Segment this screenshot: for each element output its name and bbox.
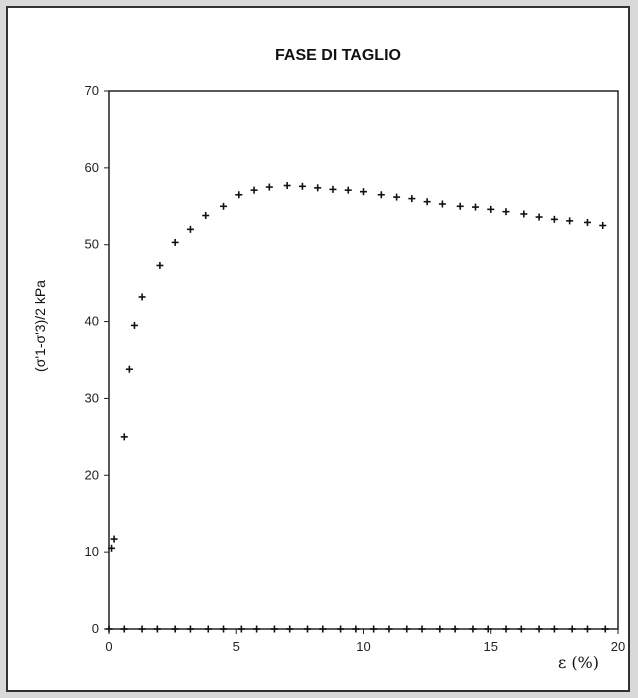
data-point	[125, 365, 133, 373]
data-point	[120, 625, 128, 633]
y-tick-label: 30	[85, 390, 99, 405]
data-point	[319, 625, 327, 633]
data-point	[186, 625, 194, 633]
y-tick-label: 50	[85, 237, 99, 252]
plot-area	[108, 90, 619, 630]
data-point	[487, 205, 495, 213]
data-point	[550, 215, 558, 223]
data-point	[502, 208, 510, 216]
data-point	[186, 225, 194, 233]
data-points	[105, 182, 609, 633]
x-tick-label: 20	[611, 639, 625, 654]
y-axis-ticks: 0 10 20 30 40 50 60 70	[85, 83, 109, 636]
data-point	[517, 625, 525, 633]
data-point	[403, 625, 411, 633]
data-point	[377, 191, 385, 199]
data-point	[535, 625, 543, 633]
data-point	[436, 625, 444, 633]
data-point	[171, 625, 179, 633]
data-point	[484, 625, 492, 633]
data-point	[314, 184, 322, 192]
data-point	[520, 210, 528, 218]
x-axis-ticks: 0 5 10 15 20	[105, 629, 625, 654]
data-point	[438, 200, 446, 208]
data-point	[583, 625, 591, 633]
data-point	[329, 185, 337, 193]
data-point	[451, 625, 459, 633]
data-point	[599, 222, 607, 229]
data-point	[502, 625, 510, 633]
data-point	[566, 217, 574, 225]
data-point	[237, 625, 245, 633]
x-tick-label: 5	[233, 639, 240, 654]
data-point	[270, 625, 278, 633]
data-point	[138, 293, 146, 301]
y-tick-label: 70	[85, 83, 99, 98]
y-tick-label: 40	[85, 314, 99, 329]
data-point	[105, 625, 113, 633]
data-point	[130, 321, 138, 329]
data-point	[138, 625, 146, 633]
chart-title: FASE DI TAGLIO	[275, 47, 401, 64]
data-point	[250, 186, 258, 194]
x-axis-label: ε (%)	[558, 653, 599, 672]
data-point	[171, 238, 179, 246]
data-point	[583, 218, 591, 226]
data-point	[408, 195, 416, 203]
data-point	[469, 625, 477, 633]
data-point	[601, 625, 609, 633]
data-point	[352, 625, 360, 633]
data-point	[456, 202, 464, 210]
data-point	[283, 182, 291, 190]
data-point	[370, 625, 378, 633]
y-tick-label: 10	[85, 544, 99, 559]
y-tick-label: 60	[85, 160, 99, 175]
data-point	[108, 544, 116, 552]
data-point	[153, 625, 161, 633]
data-point	[418, 625, 426, 633]
data-point	[298, 182, 306, 190]
data-point	[220, 625, 228, 633]
data-point	[535, 213, 543, 221]
x-tick-label: 15	[484, 639, 498, 654]
data-point	[220, 202, 228, 210]
data-point	[286, 625, 294, 633]
data-point	[204, 625, 212, 633]
scatter-chart: FASE DI TAGLIO 0 5 10 15 20 010203040506070 …	[32, 47, 625, 672]
data-point	[385, 625, 393, 633]
data-point	[110, 535, 118, 543]
x-tick-label: 10	[356, 639, 370, 654]
y-tick-label: 20	[85, 467, 99, 482]
data-point	[344, 186, 352, 194]
data-point	[304, 625, 312, 633]
chart-frame: FASE DI TAGLIO 0 5 10 15 20 0 10 20 30 40 50 60 70 …	[6, 6, 630, 692]
data-point	[120, 433, 128, 441]
data-point	[202, 212, 210, 220]
data-point	[360, 188, 367, 196]
data-point	[265, 183, 273, 191]
data-point	[550, 625, 558, 633]
data-point	[393, 193, 401, 201]
y-tick-label: 0	[92, 621, 99, 636]
data-point	[253, 625, 261, 633]
data-point	[235, 191, 243, 199]
data-point	[423, 198, 431, 206]
x-tick-label: 0	[105, 639, 112, 654]
data-point	[471, 203, 479, 211]
y-axis-label: (σ'1-σ'3)/2 kPa	[32, 280, 48, 372]
data-point	[568, 625, 576, 633]
data-point	[156, 261, 164, 269]
data-point	[337, 625, 345, 633]
